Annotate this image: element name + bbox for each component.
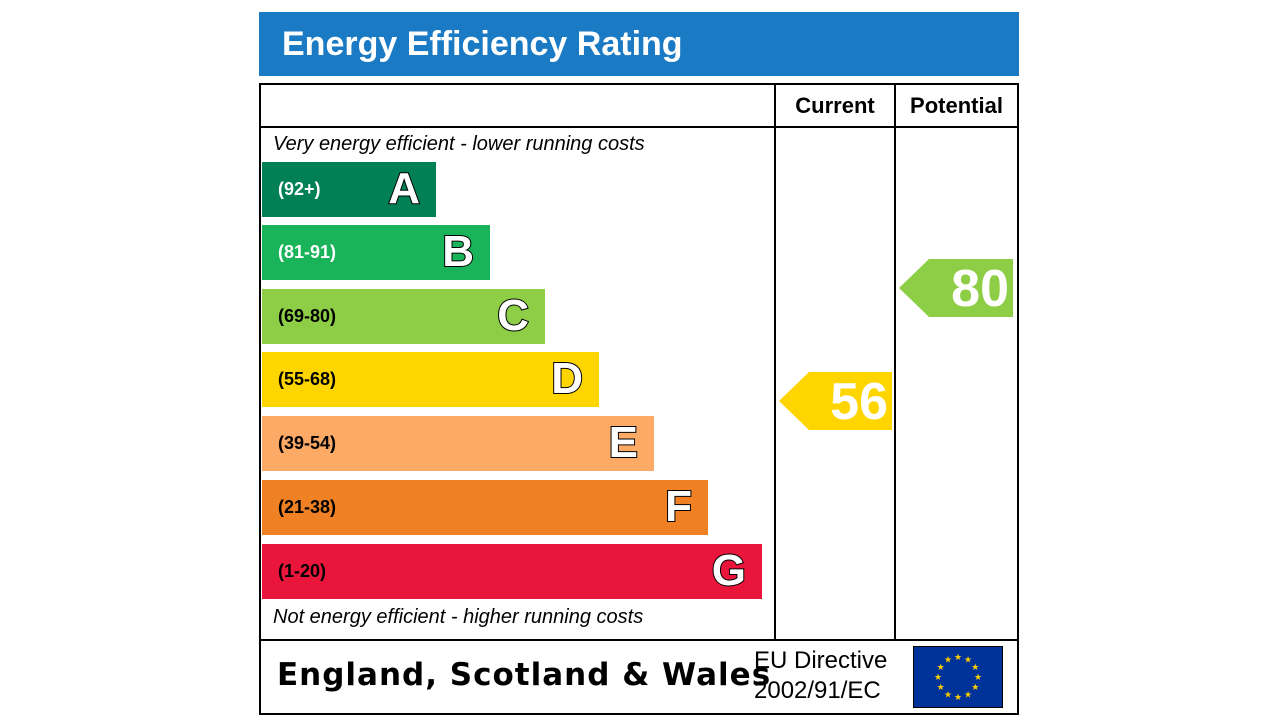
header-divider — [259, 126, 1019, 128]
flag-star-icon: ★ — [971, 682, 979, 692]
band-d: (55-68) D — [262, 352, 599, 407]
band-b: (81-91) B — [262, 225, 490, 280]
band-range-label: (69-80) — [278, 306, 337, 326]
band-range-label: (55-68) — [278, 369, 337, 389]
band-range-label: (92+) — [278, 179, 321, 199]
band-g: (1-20) G — [262, 544, 762, 599]
region-label: England, Scotland & Wales — [277, 657, 772, 693]
directive-line-2: 2002/91/EC — [754, 677, 881, 704]
eu-flag-icon: ★ ★ ★ ★ ★ ★ ★ ★ ★ ★ ★ ★ — [913, 646, 1003, 708]
band-a: (92+) A — [262, 162, 436, 217]
band-c: (69-80) C — [262, 289, 545, 344]
flag-star-icon: ★ — [934, 672, 942, 682]
flag-star-icon: ★ — [954, 652, 962, 662]
flag-star-icon: ★ — [937, 662, 945, 672]
band-letter: E — [608, 417, 639, 468]
directive-line-1: EU Directive — [754, 647, 888, 674]
potential-column-header: Potential — [910, 93, 1003, 118]
flag-star-icon: ★ — [944, 655, 952, 665]
column-divider-potential — [894, 83, 896, 641]
band-letter: B — [441, 226, 475, 277]
band-e: (39-54) E — [262, 416, 654, 471]
footer-divider — [259, 639, 1019, 641]
rating-title: Energy Efficiency Rating — [259, 12, 1019, 76]
efficient-note: Very energy efficient - lower running co… — [273, 133, 645, 155]
band-letter: A — [387, 163, 421, 214]
band-letter: G — [711, 545, 747, 596]
flag-star-icon: ★ — [971, 662, 979, 672]
band-range-label: (39-54) — [278, 433, 337, 453]
band-letter: F — [664, 481, 693, 532]
flag-star-icon: ★ — [954, 692, 962, 702]
flag-star-icon: ★ — [974, 672, 982, 682]
flag-star-icon: ★ — [964, 689, 972, 699]
column-divider-current — [774, 83, 776, 641]
band-letter: D — [550, 353, 584, 404]
flag-star-icon: ★ — [944, 689, 952, 699]
potential-rating-arrow: 80 — [899, 259, 1013, 317]
band-range-label: (1-20) — [278, 561, 327, 581]
band-range-label: (21-38) — [278, 497, 337, 517]
current-column-header: Current — [795, 93, 875, 118]
flag-star-icon: ★ — [937, 682, 945, 692]
band-f: (21-38) F — [262, 480, 708, 535]
band-range-label: (81-91) — [278, 242, 337, 262]
flag-star-icon: ★ — [964, 655, 972, 665]
potential-rating-value: 80 — [951, 260, 1009, 318]
current-rating-value: 56 — [830, 373, 888, 431]
rating-table — [259, 83, 1019, 715]
inefficient-note: Not energy efficient - higher running co… — [273, 606, 644, 628]
eu-directive: EU Directive 2002/91/EC — [754, 646, 887, 706]
band-letter: C — [496, 290, 530, 341]
eu-stars-icon: ★★★★★★★★★ ★ ★★ — [934, 652, 982, 702]
